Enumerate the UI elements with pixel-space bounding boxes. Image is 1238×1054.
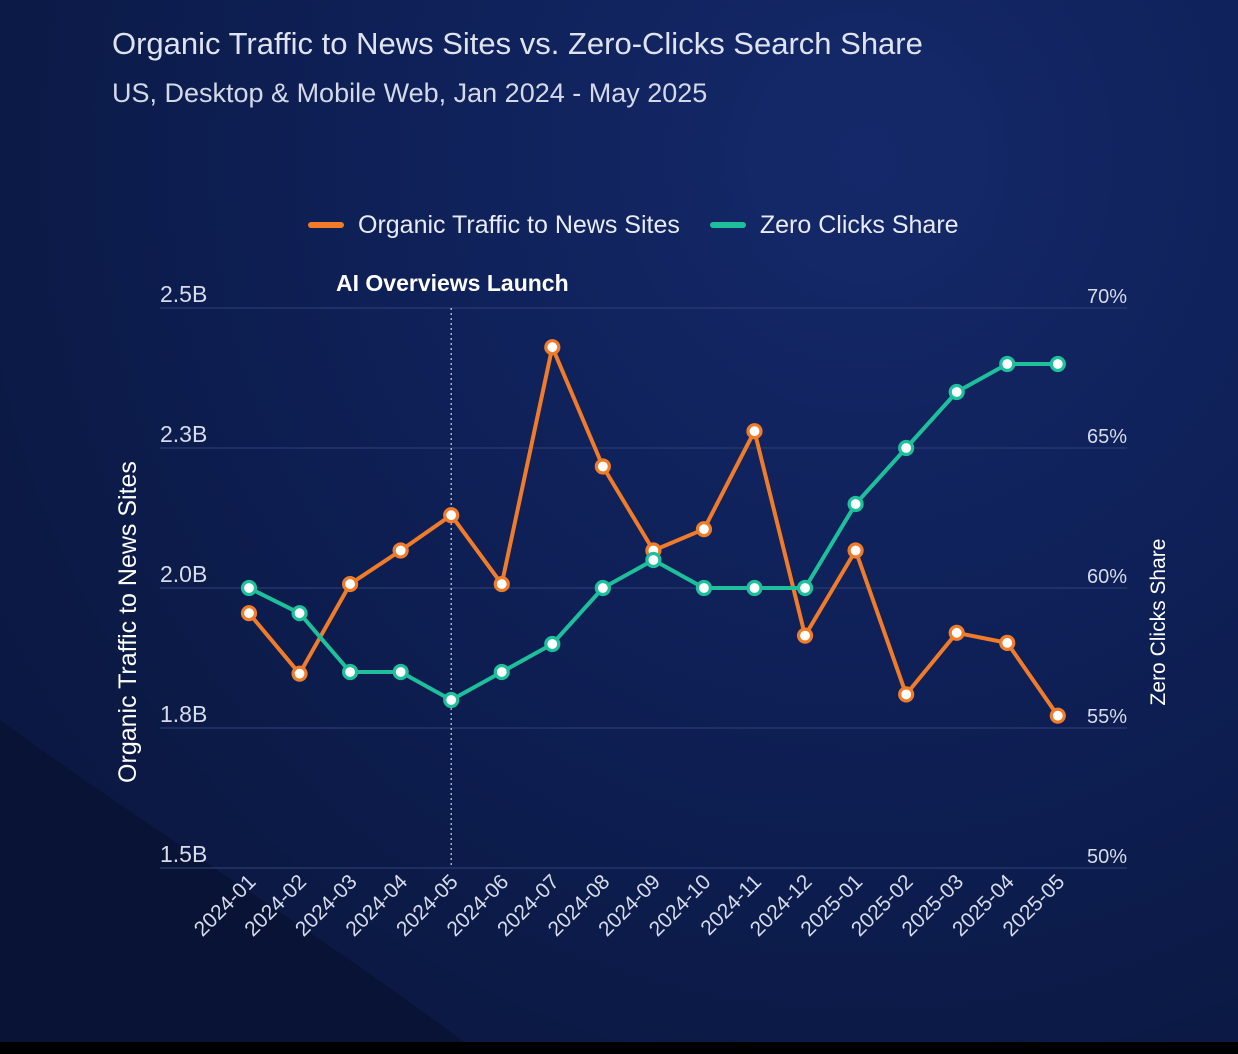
bottom-strip (0, 1042, 1238, 1054)
data-point-zero-clicks (948, 383, 965, 401)
data-point-zero-clicks (1049, 355, 1066, 373)
legend-label-zero-clicks: Zero Clicks Share (759, 210, 959, 239)
data-point-zero-clicks (594, 579, 611, 597)
series-line-zero-clicks (247, 362, 1060, 702)
chart-legend: Organic Traffic to News Sites Zero Click… (308, 207, 989, 243)
y-left-tick-label: 2.3B (160, 421, 207, 447)
y-right-tick-label: 70% (1087, 286, 1127, 308)
data-point-zero-clicks (240, 579, 258, 597)
data-point-organic (544, 339, 561, 356)
y-left-tick-label: 2.5B (160, 281, 207, 307)
data-point-zero-clicks (544, 635, 561, 653)
y-right-tick-label: 65% (1087, 426, 1127, 448)
data-point-zero-clicks (645, 551, 662, 569)
series-line-organic (247, 345, 1060, 718)
annotation-label: AI Overviews Launch (336, 270, 569, 296)
y-left-tick-label: 1.8B (160, 701, 207, 727)
data-point-organic (493, 575, 510, 593)
legend-swatch-zero-clicks (709, 222, 746, 228)
legend-label-organic: Organic Traffic to News Sites (358, 210, 680, 239)
data-point-organic (999, 634, 1016, 651)
data-point-organic (392, 542, 409, 559)
y-right-tick-label: 55% (1087, 706, 1127, 728)
legend-item-organic[interactable]: Organic Traffic to News Sites (308, 211, 680, 240)
data-point-zero-clicks (291, 605, 308, 622)
data-point-organic (948, 624, 965, 641)
data-point-zero-clicks (392, 663, 409, 681)
data-point-zero-clicks (746, 579, 763, 597)
axis-layer: 1.5B 1.8B 2.0B 2.3B 2.5B 50% 55% 60% 65% 70% Organ… (114, 281, 1170, 941)
y-left-axis-title: Organic Traffic to News Sites (114, 461, 142, 783)
data-point-organic (291, 665, 308, 682)
data-point-organic (695, 521, 713, 538)
data-point-zero-clicks (999, 355, 1016, 373)
y-left-tick-label: 1.5B (160, 841, 207, 867)
chart-subtitle: US, Desktop & Mobile Web, Jan 2024 - May… (112, 78, 708, 108)
data-point-organic (443, 507, 460, 524)
legend-swatch-organic (308, 222, 344, 228)
data-point-organic (342, 575, 359, 593)
data-point-organic (1049, 707, 1066, 724)
y-right-axis-title: Zero Clicks Share (1147, 539, 1170, 706)
data-point-organic (240, 605, 258, 622)
series-layer (240, 339, 1066, 724)
y-right-tick-label: 60% (1087, 566, 1127, 588)
data-point-zero-clicks (898, 439, 915, 457)
data-point-zero-clicks (695, 579, 713, 597)
data-point-organic (746, 423, 763, 440)
data-point-zero-clicks (493, 663, 510, 681)
data-point-organic (898, 686, 915, 703)
y-right-tick-label: 50% (1087, 846, 1127, 868)
data-point-organic (796, 627, 814, 644)
y-left-tick-label: 2.0B (160, 561, 207, 587)
data-point-zero-clicks (342, 663, 359, 681)
data-point-organic (594, 458, 611, 475)
chart-title: Organic Traffic to News Sites vs. Zero-C… (112, 26, 923, 61)
legend-item-zero-clicks[interactable]: Zero Clicks Share (709, 210, 959, 240)
data-point-zero-clicks (847, 495, 864, 513)
data-point-zero-clicks (796, 579, 814, 597)
grid-layer (160, 307, 1127, 869)
data-point-zero-clicks (443, 691, 460, 709)
data-point-organic (847, 542, 864, 559)
annotation-layer: AI Overviews Launch (336, 270, 569, 868)
